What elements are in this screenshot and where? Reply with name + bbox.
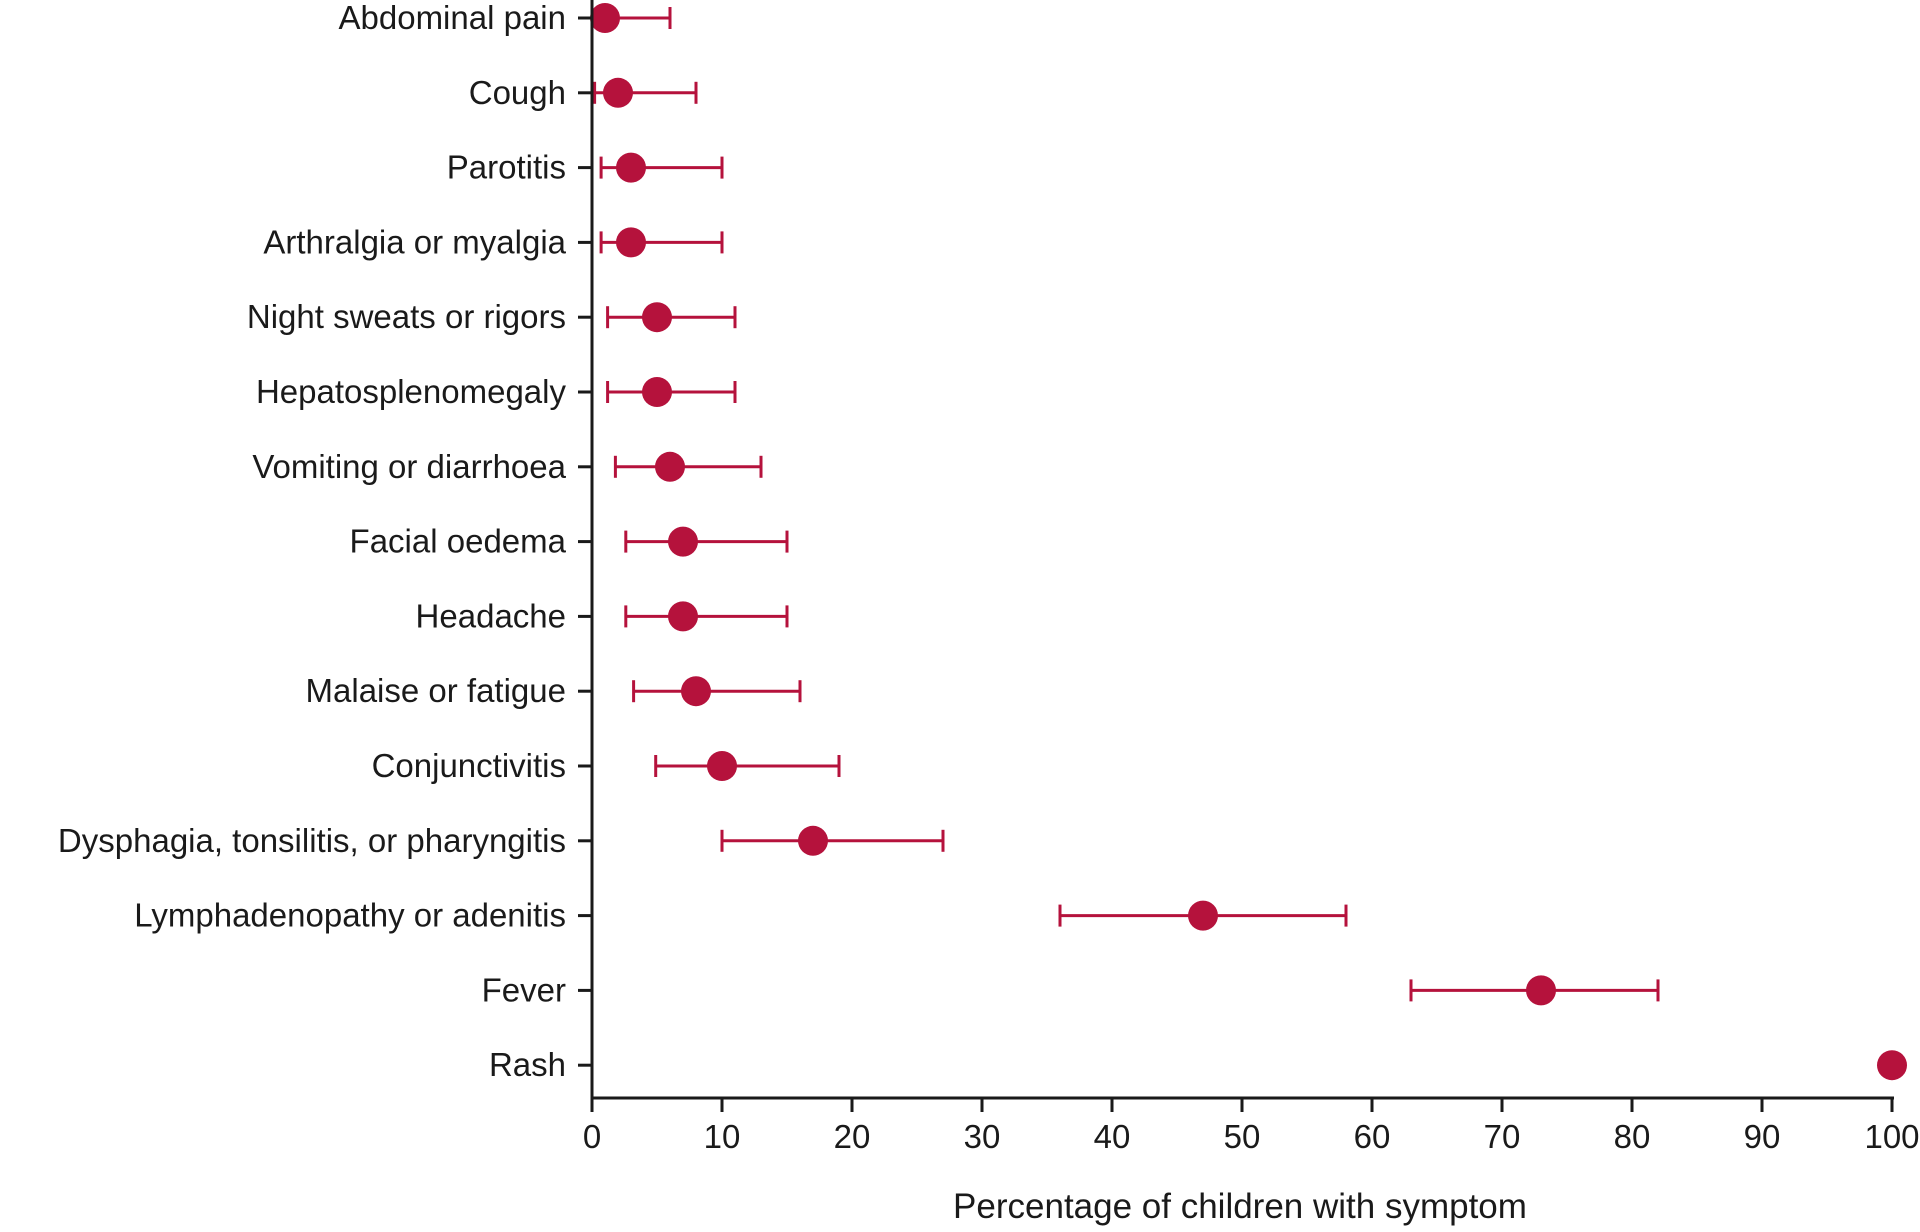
plot-area xyxy=(590,3,1907,1081)
data-point xyxy=(1188,900,1218,931)
error-bar xyxy=(613,455,763,478)
data-point xyxy=(642,377,672,407)
x-tick-label: 40 xyxy=(1094,1118,1131,1155)
error-bar xyxy=(654,755,841,777)
category-label: Arthralgia or myalgia xyxy=(263,223,566,260)
error-bar xyxy=(624,605,789,628)
category-label: Night sweats or rigors xyxy=(247,298,566,335)
data-point xyxy=(668,526,698,557)
category-label: Rash xyxy=(489,1046,566,1083)
y-axis: Abdominal pain Cough Parotitis Arthralgia o… xyxy=(58,0,594,1098)
data-point xyxy=(707,751,737,781)
error-bar xyxy=(624,530,789,553)
data-point xyxy=(1877,1050,1907,1081)
data-point xyxy=(603,77,633,108)
category-label: Abdominal pain xyxy=(339,0,567,36)
x-tick-label: 20 xyxy=(834,1118,871,1155)
x-axis: 0 10 20 30 40 50 60 70 80 90 100 xyxy=(583,1096,1920,1155)
category-label: Fever xyxy=(482,971,566,1008)
category-label: Dysphagia, tonsilitis, or pharyngitis xyxy=(58,822,566,859)
category-label: Headache xyxy=(416,597,566,634)
data-point xyxy=(642,302,672,333)
x-tick-label: 30 xyxy=(964,1118,1001,1155)
x-tick-label: 0 xyxy=(583,1118,601,1155)
category-label: Lymphadenopathy or adenitis xyxy=(134,897,566,934)
data-point xyxy=(590,3,620,33)
category-label: Parotitis xyxy=(447,149,566,186)
category-label: Facial oedema xyxy=(350,523,567,560)
category-label: Conjunctivitis xyxy=(372,747,566,784)
x-tick-label: 100 xyxy=(1864,1118,1919,1155)
category-label: Hepatosplenomegaly xyxy=(256,373,567,410)
x-tick-label: 50 xyxy=(1224,1118,1261,1155)
x-tick-label: 70 xyxy=(1484,1118,1521,1155)
data-point xyxy=(1526,975,1556,1006)
data-point xyxy=(616,152,646,183)
x-axis-title: Percentage of children with symptom xyxy=(953,1187,1527,1226)
x-tick-label: 90 xyxy=(1744,1118,1781,1155)
error-bar xyxy=(632,680,802,703)
data-point xyxy=(681,676,711,707)
data-point xyxy=(616,227,646,258)
category-label: Cough xyxy=(469,74,566,111)
data-point xyxy=(668,601,698,632)
category-label: Malaise or fatigue xyxy=(306,672,566,709)
x-tick-label: 80 xyxy=(1614,1118,1651,1155)
category-label: Vomiting or diarrhoea xyxy=(252,448,566,485)
x-tick-label: 60 xyxy=(1354,1118,1391,1155)
error-bar xyxy=(720,829,945,852)
data-point xyxy=(655,451,685,482)
data-point xyxy=(798,825,828,856)
x-tick-label: 10 xyxy=(704,1118,741,1155)
